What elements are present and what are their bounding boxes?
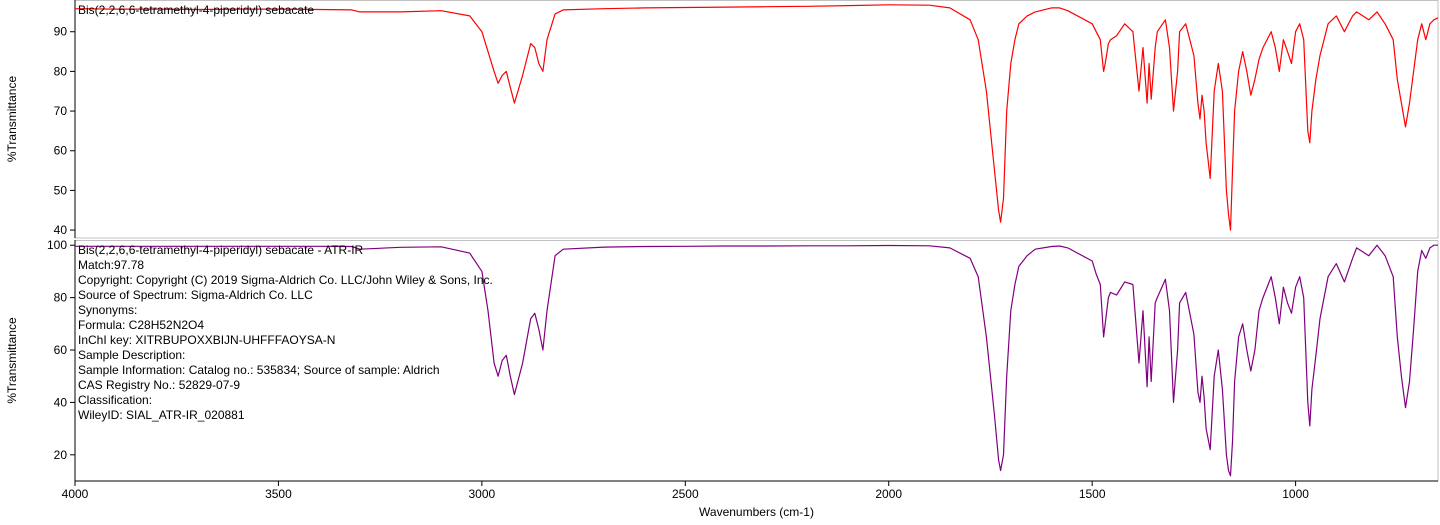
x-tick-label: 1000 (1282, 487, 1309, 501)
x-axis: 4000 3500 3000 2500 2000 1500 1000 Wavenumbers … (62, 480, 1438, 519)
x-tick-label: 4000 (62, 487, 89, 501)
info-line: CAS Registry No.: 52829-07-9 (78, 378, 240, 392)
top-y-tick-label: 40 (54, 223, 68, 237)
x-axis-title: Wavenumbers (cm-1) (699, 505, 814, 519)
info-line: Copyright: Copyright (C) 2019 Sigma-Aldr… (78, 273, 493, 287)
top-y-tick-label: 60 (54, 144, 68, 158)
info-line: WileyID: SIAL_ATR-IR_020881 (78, 408, 245, 422)
info-line: Synonyms: (78, 303, 137, 317)
info-line: Sample Description: (78, 348, 185, 362)
top-panel-title: Bis(2,2,6,6-tetramethyl-4-piperidyl) seb… (78, 3, 314, 17)
bottom-y-tick-label: 20 (54, 448, 68, 462)
info-line: Classification: (78, 393, 152, 407)
x-tick-label: 3500 (265, 487, 292, 501)
top-plot-frame (74, 0, 1439, 239)
top-y-tick-label: 90 (54, 25, 68, 39)
x-tick-label: 1500 (1079, 487, 1106, 501)
bottom-y-tick-label: 80 (54, 291, 68, 305)
top-spectrum-line[interactable] (74, 4, 1439, 231)
bottom-panel-title: Bis(2,2,6,6-tetramethyl-4-piperidyl) seb… (78, 243, 364, 257)
top-y-tick-label: 70 (54, 104, 68, 118)
x-tick-label: 3000 (469, 487, 496, 501)
bottom-spectrum-line[interactable] (75, 244, 1438, 477)
bottom-y-tick-label: 40 (54, 395, 68, 409)
top-y-tick-label: 50 (54, 183, 68, 197)
info-line: Sample Information: Catalog no.: 535834;… (78, 363, 440, 377)
top-y-axis-title: %Transmittance (5, 76, 19, 163)
bottom-spectrum-panel[interactable]: 20 40 60 80 100 %Transmittance Bis(2,2,6,6-tet… (5, 238, 1439, 482)
top-spectrum-panel[interactable]: 40 50 60 70 80 90 %Transmittance Bis(2,2,6,6-te… (5, 0, 1439, 239)
bottom-y-tick-label: 100 (47, 238, 67, 252)
x-tick-label: 2000 (875, 487, 902, 501)
info-line: Match:97.78 (78, 258, 144, 272)
bottom-y-tick-label: 60 (54, 343, 68, 357)
top-y-tick-label: 80 (54, 64, 68, 78)
x-tick-label: 2500 (672, 487, 699, 501)
info-line: Source of Spectrum: Sigma-Aldrich Co. LL… (78, 288, 313, 302)
info-line: InChI key: XITRBUPOXXBIJN-UHFFFAOYSA-N (78, 333, 335, 347)
info-line: Formula: C28H52N2O4 (78, 318, 204, 332)
bottom-y-axis-title: %Transmittance (5, 317, 19, 404)
